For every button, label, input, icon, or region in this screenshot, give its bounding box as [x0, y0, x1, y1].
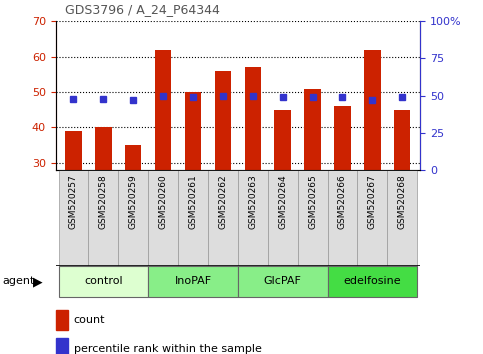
FancyBboxPatch shape — [118, 170, 148, 266]
Text: control: control — [84, 276, 123, 286]
Bar — [155, 50, 171, 170]
Text: GSM520261: GSM520261 — [188, 175, 198, 229]
FancyBboxPatch shape — [387, 170, 417, 266]
Text: percentile rank within the sample: percentile rank within the sample — [74, 344, 262, 354]
Text: GSM520260: GSM520260 — [158, 175, 168, 229]
Bar — [95, 127, 112, 170]
Text: count: count — [74, 315, 105, 325]
Text: GSM520257: GSM520257 — [69, 175, 78, 229]
Text: ▶: ▶ — [33, 275, 43, 288]
Bar — [364, 50, 381, 170]
Text: GSM520267: GSM520267 — [368, 175, 377, 229]
Text: GSM520259: GSM520259 — [129, 175, 138, 229]
FancyBboxPatch shape — [148, 266, 238, 297]
FancyBboxPatch shape — [88, 170, 118, 266]
FancyBboxPatch shape — [298, 170, 327, 266]
FancyBboxPatch shape — [357, 170, 387, 266]
Text: edelfosine: edelfosine — [343, 276, 401, 286]
Text: GSM520258: GSM520258 — [99, 175, 108, 229]
Bar — [244, 67, 261, 170]
Text: GDS3796 / A_24_P64344: GDS3796 / A_24_P64344 — [65, 3, 220, 16]
FancyBboxPatch shape — [238, 266, 327, 297]
Text: GSM520268: GSM520268 — [398, 175, 407, 229]
Text: InoPAF: InoPAF — [174, 276, 212, 286]
Bar — [56, 338, 68, 354]
Bar — [185, 92, 201, 170]
Text: agent: agent — [2, 276, 35, 286]
FancyBboxPatch shape — [327, 266, 417, 297]
FancyBboxPatch shape — [178, 170, 208, 266]
Text: GSM520265: GSM520265 — [308, 175, 317, 229]
FancyBboxPatch shape — [327, 170, 357, 266]
FancyBboxPatch shape — [58, 170, 88, 266]
FancyBboxPatch shape — [58, 266, 148, 297]
Bar — [125, 145, 142, 170]
Bar — [65, 131, 82, 170]
FancyBboxPatch shape — [268, 170, 298, 266]
FancyBboxPatch shape — [148, 170, 178, 266]
FancyBboxPatch shape — [238, 170, 268, 266]
Bar — [56, 310, 68, 330]
Text: GSM520264: GSM520264 — [278, 175, 287, 229]
Bar — [334, 106, 351, 170]
Bar — [304, 88, 321, 170]
FancyBboxPatch shape — [208, 170, 238, 266]
Text: GlcPAF: GlcPAF — [264, 276, 302, 286]
Bar — [394, 110, 411, 170]
Text: GSM520266: GSM520266 — [338, 175, 347, 229]
Bar — [215, 71, 231, 170]
Text: GSM520263: GSM520263 — [248, 175, 257, 229]
Bar — [274, 110, 291, 170]
Text: GSM520262: GSM520262 — [218, 175, 227, 229]
